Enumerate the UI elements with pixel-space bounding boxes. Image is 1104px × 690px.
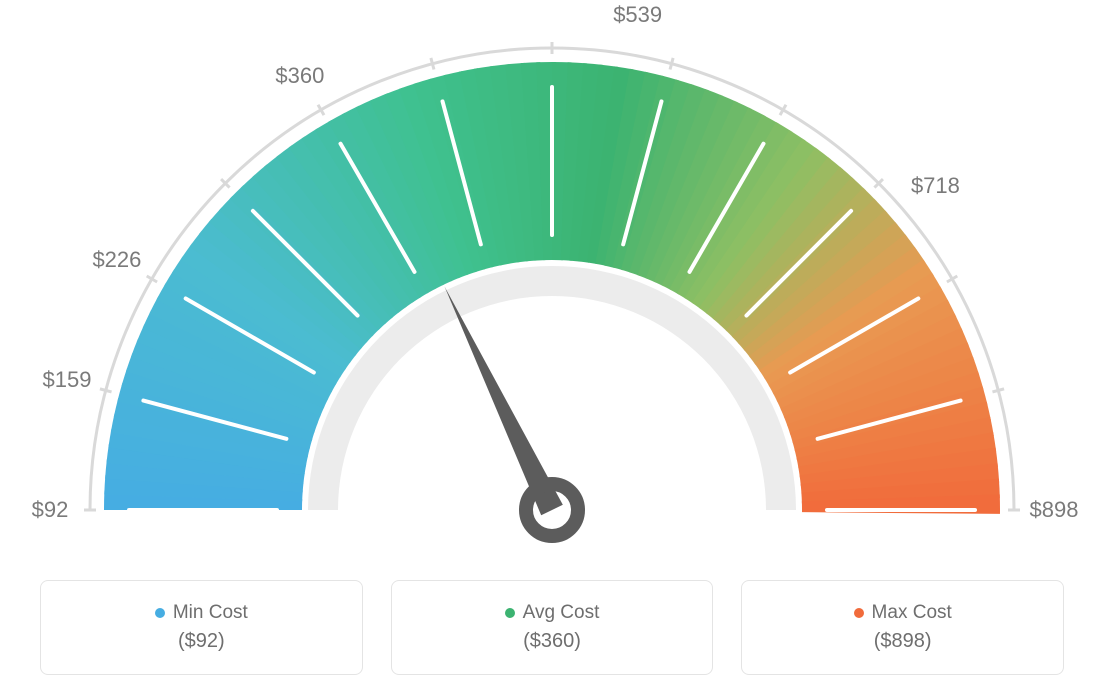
legend-label-min: Min Cost xyxy=(173,602,248,624)
legend-card-min: Min Cost ($92) xyxy=(40,580,363,675)
legend-dot-avg xyxy=(505,608,515,618)
tick-label: $159 xyxy=(43,367,92,393)
cost-gauge-chart: { "gauge": { "type": "gauge", "center_x"… xyxy=(0,0,1104,690)
legend-label-max: Max Cost xyxy=(872,602,952,624)
legend-value-max: ($898) xyxy=(874,630,932,653)
tick-label: $92 xyxy=(32,497,69,523)
legend-top-max: Max Cost xyxy=(854,602,952,624)
legend-top-avg: Avg Cost xyxy=(505,602,600,624)
tick-label: $718 xyxy=(911,173,960,199)
legend-label-avg: Avg Cost xyxy=(523,602,600,624)
tick-label: $226 xyxy=(92,247,141,273)
legend-card-avg: Avg Cost ($360) xyxy=(391,580,714,675)
legend-card-max: Max Cost ($898) xyxy=(741,580,1064,675)
legend-dot-min xyxy=(155,608,165,618)
gauge-svg xyxy=(0,0,1104,560)
legend-value-min: ($92) xyxy=(178,630,225,653)
legend-dot-max xyxy=(854,608,864,618)
legend-value-avg: ($360) xyxy=(523,630,581,653)
legend-row: Min Cost ($92) Avg Cost ($360) Max Cost … xyxy=(40,580,1064,675)
legend-top-min: Min Cost xyxy=(155,602,248,624)
gauge-area: $92 $159 $226 $360 $539 $718 $898 xyxy=(0,0,1104,560)
tick-label: $898 xyxy=(1030,497,1079,523)
tick-label: $539 xyxy=(613,2,662,28)
tick-label: $360 xyxy=(275,63,324,89)
